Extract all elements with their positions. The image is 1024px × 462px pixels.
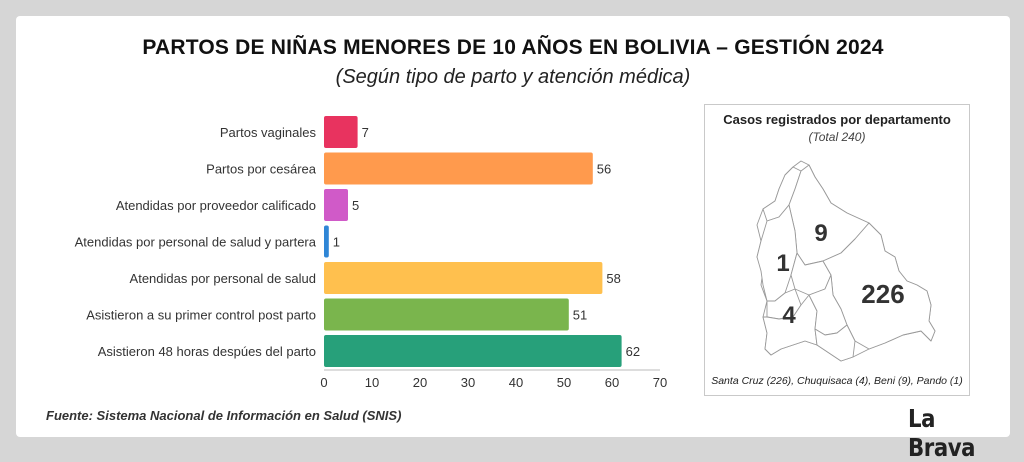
bar (324, 298, 569, 331)
chart-title: PARTOS DE NIÑAS MENORES DE 10 AÑOS EN BO… (142, 36, 884, 59)
x-tick-label: 20 (413, 375, 427, 390)
x-tick-label: 40 (509, 375, 523, 390)
data-label: 56 (597, 162, 611, 177)
bar (324, 225, 329, 258)
chart-subtitle: (Según tipo de parto y atención médica) (335, 66, 691, 88)
map-footer: Santa Cruz (226), Chuquisaca (4), Beni (… (711, 375, 963, 387)
map-label-santa-cruz: 226 (861, 279, 904, 309)
map-subtitle: (Total 240) (808, 130, 866, 144)
dept-border-tarija (814, 324, 856, 362)
category-label: Atendidas por personal de salud y parter… (75, 235, 317, 250)
x-tick-label: 50 (557, 375, 571, 390)
category-label: Atendidas por proveedor calificado (116, 198, 316, 213)
data-label: 5 (352, 198, 359, 213)
category-label: Atendidas por personal de salud (130, 271, 316, 286)
bar (324, 152, 593, 185)
category-label: Partos vaginales (220, 125, 317, 140)
bar (324, 262, 603, 294)
data-label: 1 (333, 235, 340, 250)
category-label: Asistieron 48 horas despúes del parto (98, 344, 316, 359)
bar (324, 189, 348, 221)
x-tick-label: 60 (605, 375, 619, 390)
map-label-pando: 1 (776, 250, 789, 277)
data-label: 62 (626, 344, 640, 359)
data-label: 7 (362, 125, 369, 140)
x-tick-label: 0 (320, 375, 327, 390)
category-label: Partos por cesárea (206, 162, 317, 177)
x-tick-label: 30 (461, 375, 475, 390)
x-tick-label: 10 (365, 375, 379, 390)
bar (324, 335, 622, 367)
data-label: 58 (606, 271, 620, 286)
bolivia-map: 9 1 226 4 (756, 160, 936, 362)
bar-chart: Partos vaginales 7 Partos por cesárea 56 Ate… (75, 116, 667, 390)
map-panel: Casos registrados por departamento (Tota… (704, 104, 970, 396)
dept-border-potosi (762, 294, 818, 356)
map-title: Casos registrados por departamento (723, 112, 951, 127)
chart-card: PARTOS DE NIÑAS MENORES DE 10 AÑOS EN BO… (16, 16, 1010, 462)
map-label-beni: 9 (814, 220, 827, 247)
data-label: 51 (573, 308, 587, 323)
bar (324, 116, 358, 148)
source-note: Fuente: Sistema Nacional de Información … (46, 408, 402, 423)
brand-logo: La Brava (908, 404, 976, 462)
map-label-chuquisaca: 4 (782, 302, 796, 329)
x-tick-label: 70 (653, 375, 667, 390)
category-label: Asistieron a su primer control post part… (86, 308, 316, 323)
